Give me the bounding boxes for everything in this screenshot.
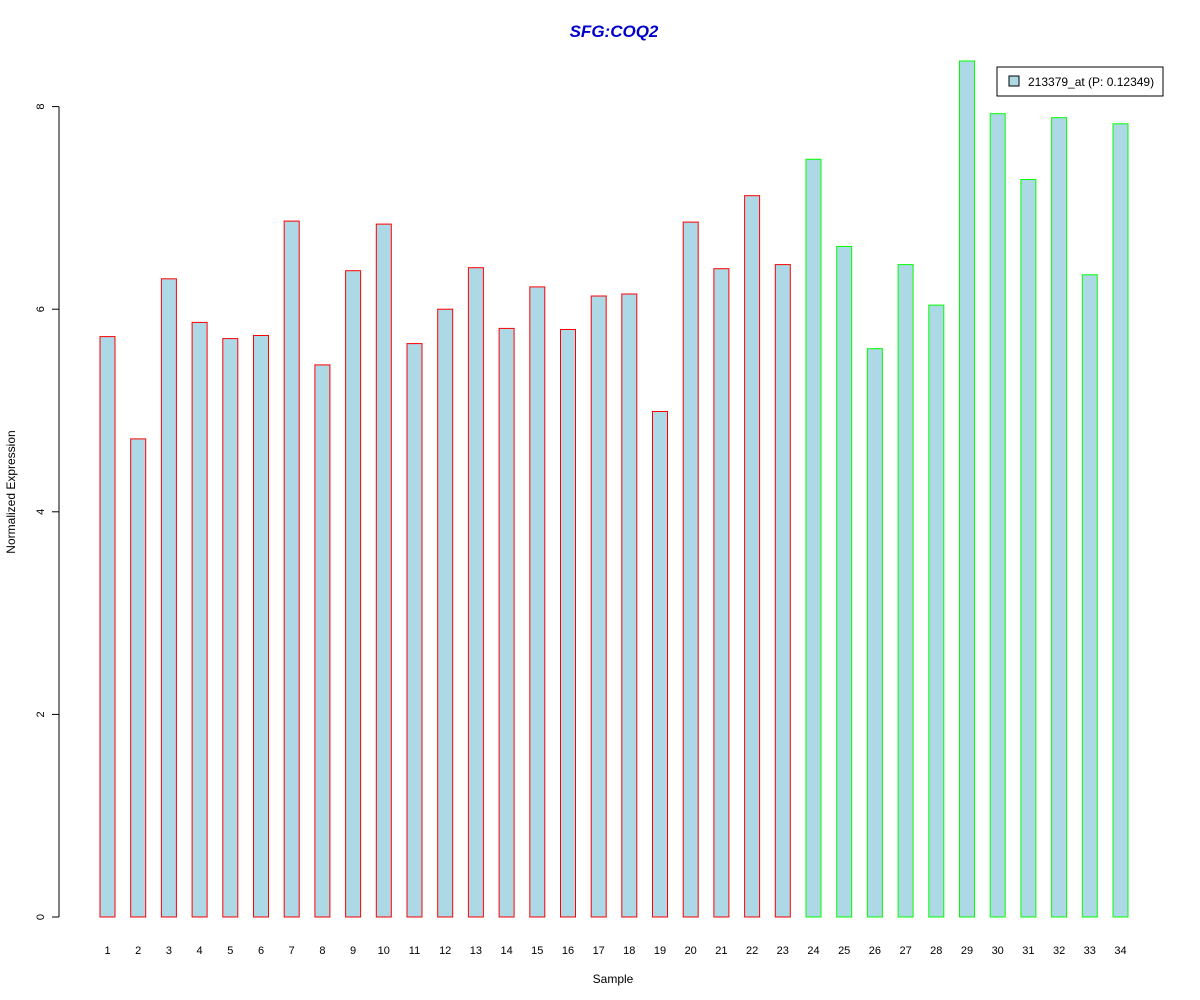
- bar-sample-21: [713, 268, 730, 918]
- bar-sample-33: [1081, 274, 1098, 918]
- y-axis: 0 2 4 6 8: [35, 104, 60, 920]
- x-tick-label: 2: [135, 945, 141, 957]
- bar-sample-22: [744, 195, 761, 918]
- bar-sample-9: [345, 270, 362, 918]
- x-tick-label: 34: [1114, 945, 1126, 957]
- x-tick-label: 6: [258, 945, 264, 957]
- y-tick-label: 4: [35, 509, 47, 515]
- bar-sample-25: [836, 245, 853, 918]
- bar-sample-16: [560, 329, 576, 918]
- x-axis-label: Sample: [593, 972, 634, 986]
- x-tick-label: 4: [197, 945, 203, 957]
- x-tick-label: 9: [350, 945, 356, 957]
- bar-sample-12: [437, 308, 454, 918]
- bars-group: [99, 60, 1129, 918]
- bar-sample-11: [406, 343, 423, 918]
- bar-sample-15: [529, 286, 546, 918]
- bar-sample-31: [1020, 179, 1037, 918]
- x-tick-label: 10: [378, 945, 390, 957]
- bar-sample-27: [897, 264, 914, 918]
- bar-sample-4: [191, 321, 208, 918]
- bar-sample-6: [253, 335, 269, 918]
- x-tick-label: 5: [227, 945, 233, 957]
- bar-sample-32: [1051, 117, 1068, 918]
- x-tick-label: 30: [992, 945, 1004, 957]
- bar-sample-26: [866, 348, 883, 918]
- x-tick-label: 13: [470, 945, 482, 957]
- x-tick-label: 23: [777, 945, 789, 957]
- legend-swatch: [1008, 75, 1020, 87]
- y-tick-label: 8: [35, 104, 47, 110]
- x-tick-label: 11: [409, 945, 420, 957]
- x-tick-label: 14: [500, 945, 512, 957]
- bar-sample-2: [130, 438, 147, 918]
- y-axis-label: Normalized Expression: [4, 430, 18, 553]
- x-tick-label: 24: [807, 945, 819, 957]
- x-tick-label: 25: [838, 945, 850, 957]
- x-tick-label: 20: [685, 945, 697, 957]
- bar-sample-30: [989, 113, 1006, 918]
- bar-sample-5: [222, 338, 239, 918]
- chart-title: SFG:COQ2: [570, 22, 659, 41]
- bar-sample-18: [621, 293, 638, 918]
- x-tick-label: 1: [104, 945, 110, 957]
- x-tick-label: 12: [439, 945, 451, 957]
- legend-box: [996, 66, 1164, 97]
- bar-sample-24: [805, 158, 822, 918]
- x-tick-label: 27: [899, 945, 911, 957]
- x-tick-label: 16: [562, 945, 574, 957]
- bar-sample-19: [652, 411, 668, 918]
- x-tick-label: 31: [1022, 945, 1034, 957]
- bar-sample-7: [283, 220, 300, 918]
- x-tick-label: 8: [319, 945, 325, 957]
- y-tick-label: 2: [35, 711, 47, 717]
- bar-sample-3: [160, 278, 177, 918]
- legend-entry-label: 213379_at (P: 0.12349): [1028, 75, 1154, 89]
- x-tick-label: 18: [623, 945, 635, 957]
- x-tick-label: 21: [715, 945, 727, 957]
- x-tick-label: 19: [654, 945, 666, 957]
- x-tick-label: 33: [1084, 945, 1096, 957]
- x-tick-label: 15: [531, 945, 543, 957]
- x-tick-label: 32: [1053, 945, 1065, 957]
- bar-sample-10: [375, 223, 392, 918]
- x-tick-label: 7: [289, 945, 295, 957]
- y-tick-label: 6: [35, 306, 47, 312]
- x-tick-label: 26: [869, 945, 881, 957]
- bar-sample-14: [498, 327, 515, 918]
- bar-sample-20: [682, 221, 699, 918]
- y-tick-label: 0: [35, 914, 47, 920]
- bar-sample-29: [959, 60, 975, 918]
- bar-sample-23: [774, 264, 791, 918]
- x-axis-tick-labels: 1 2 3 4 5 6 7 8 9 10 11 12 13 14 15 16 17 18 19 20 21 22 23 24 2…: [104, 945, 1126, 957]
- x-tick-label: 22: [746, 945, 758, 957]
- x-tick-label: 29: [961, 945, 973, 957]
- bar-sample-8: [314, 364, 331, 918]
- bar-sample-17: [590, 295, 607, 918]
- bar-sample-13: [467, 267, 484, 918]
- x-tick-label: 17: [593, 945, 605, 957]
- bar-sample-28: [928, 304, 945, 918]
- x-tick-label: 28: [930, 945, 942, 957]
- bar-sample-1: [99, 336, 116, 918]
- bar-sample-34: [1112, 123, 1129, 918]
- legend: 213379_at (P: 0.12349): [996, 66, 1164, 97]
- x-tick-label: 3: [166, 945, 172, 957]
